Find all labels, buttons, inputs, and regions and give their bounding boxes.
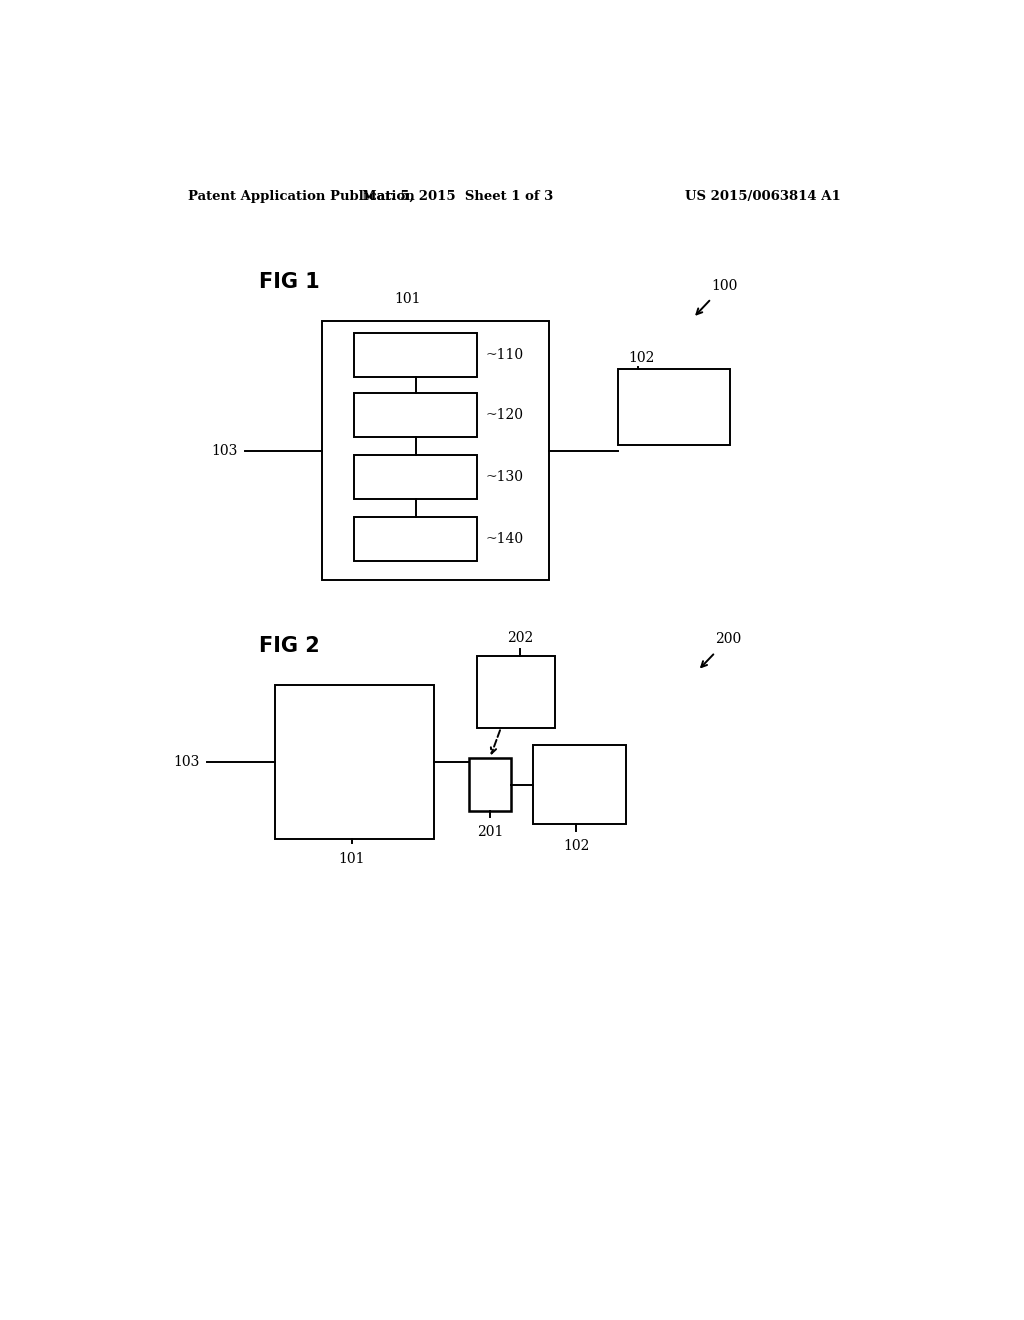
Text: 103: 103 <box>211 444 238 458</box>
Bar <box>532 744 627 824</box>
Text: 101: 101 <box>394 292 421 306</box>
Text: ~120: ~120 <box>486 408 524 421</box>
Bar <box>323 321 549 581</box>
Text: 103: 103 <box>173 755 200 770</box>
Text: 202: 202 <box>507 631 534 645</box>
Text: ~140: ~140 <box>486 532 524 545</box>
Text: Patent Application Publication: Patent Application Publication <box>187 190 415 202</box>
Text: ~130: ~130 <box>486 470 524 483</box>
Text: FIG 2: FIG 2 <box>259 636 319 656</box>
Bar <box>618 368 729 445</box>
Text: 200: 200 <box>715 632 741 647</box>
Bar <box>354 333 477 378</box>
Text: ~110: ~110 <box>486 347 524 362</box>
Bar <box>477 656 555 727</box>
Text: 201: 201 <box>477 825 503 840</box>
Text: FIG 1: FIG 1 <box>259 272 319 293</box>
Bar <box>469 758 511 810</box>
Text: 100: 100 <box>712 279 737 293</box>
Text: Mar. 5, 2015  Sheet 1 of 3: Mar. 5, 2015 Sheet 1 of 3 <box>361 190 553 202</box>
Bar <box>274 685 433 840</box>
Bar <box>354 455 477 499</box>
Bar <box>354 393 477 437</box>
Text: US 2015/0063814 A1: US 2015/0063814 A1 <box>685 190 841 202</box>
Bar <box>354 517 477 561</box>
Text: 101: 101 <box>339 851 365 866</box>
Text: 102: 102 <box>563 840 590 854</box>
Text: 102: 102 <box>628 351 654 364</box>
